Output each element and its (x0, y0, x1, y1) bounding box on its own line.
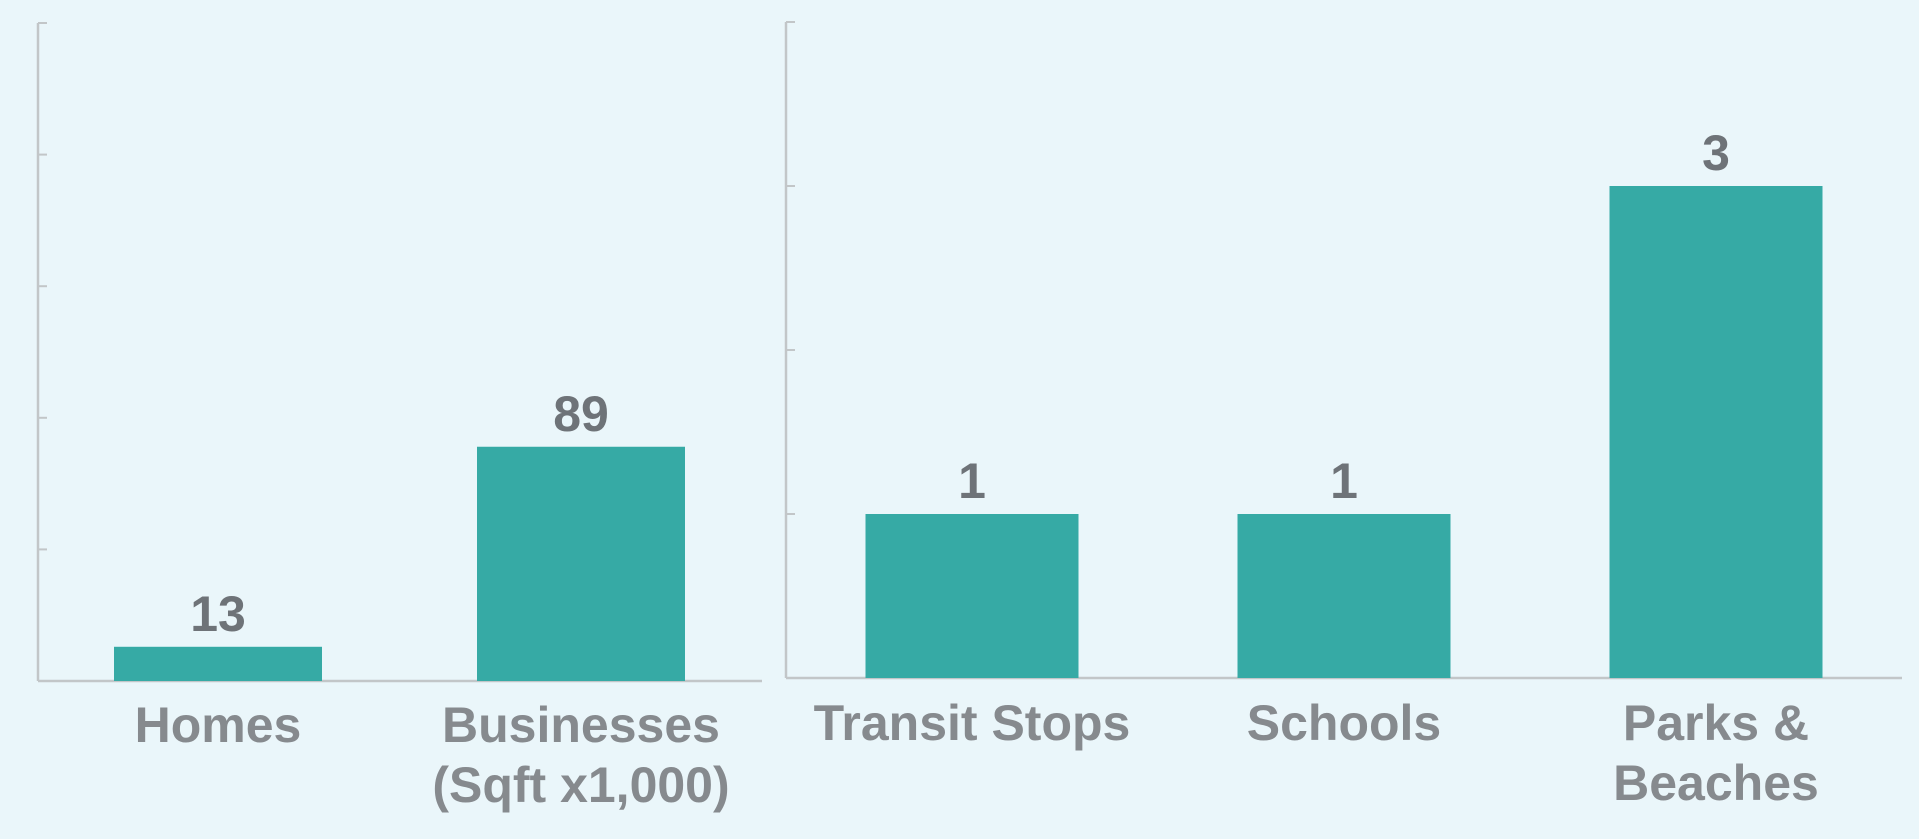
value-label: 1 (1330, 453, 1358, 509)
bar (477, 446, 685, 681)
category-label: (Sqft x1,000) (432, 757, 729, 813)
category-label: Transit Stops (814, 695, 1131, 751)
bar (865, 514, 1079, 678)
value-label: 1 (958, 453, 986, 509)
category-label: Schools (1247, 695, 1441, 751)
category-label: Beaches (1613, 755, 1819, 811)
category-label: Homes (135, 697, 302, 753)
bar (1609, 186, 1823, 678)
value-label: 13 (190, 586, 246, 642)
category-label: Parks & (1623, 695, 1809, 751)
bar (114, 646, 322, 681)
category-label: Businesses (442, 697, 720, 753)
value-label: 3 (1702, 125, 1730, 181)
bar (1237, 514, 1451, 678)
value-label: 89 (553, 386, 609, 442)
